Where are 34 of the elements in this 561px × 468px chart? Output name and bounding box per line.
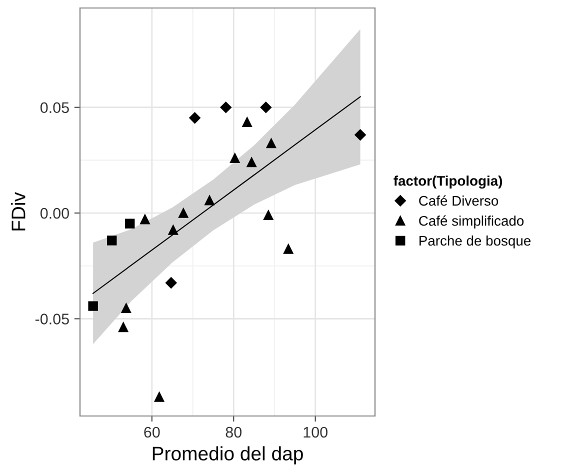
point xyxy=(263,210,274,220)
point xyxy=(284,244,294,254)
x-tick-label: 100 xyxy=(304,426,328,438)
point xyxy=(266,138,276,148)
y-axis-title: FDiv xyxy=(11,192,26,230)
legend-title: factor(Tipologia) xyxy=(394,176,502,189)
point xyxy=(107,236,117,246)
legend-label: Café simplificado xyxy=(419,215,524,229)
point xyxy=(124,218,135,228)
x-axis-title: Promedio del dap xyxy=(152,446,303,464)
point xyxy=(220,102,232,113)
legend-label: Parche de bosque xyxy=(420,235,531,248)
point xyxy=(204,196,214,206)
point xyxy=(189,112,200,124)
point xyxy=(230,153,240,163)
point xyxy=(168,225,178,235)
point xyxy=(178,208,188,218)
point xyxy=(354,129,366,140)
line-series xyxy=(92,96,361,294)
point xyxy=(242,117,252,128)
point xyxy=(88,301,98,311)
x-tick-label: 60 xyxy=(144,426,160,438)
point xyxy=(118,322,128,332)
point xyxy=(166,277,177,288)
point xyxy=(260,102,272,113)
point xyxy=(154,392,164,402)
y-tick-label: -0.05 xyxy=(35,314,69,324)
point xyxy=(140,214,150,224)
x-tick-label: 80 xyxy=(226,426,242,438)
point xyxy=(121,303,132,314)
y-tick-label: 0.00 xyxy=(40,208,69,219)
y-tick-label: 0.05 xyxy=(40,102,69,114)
point xyxy=(246,157,256,168)
legend-label: Café Diverso xyxy=(419,195,498,206)
